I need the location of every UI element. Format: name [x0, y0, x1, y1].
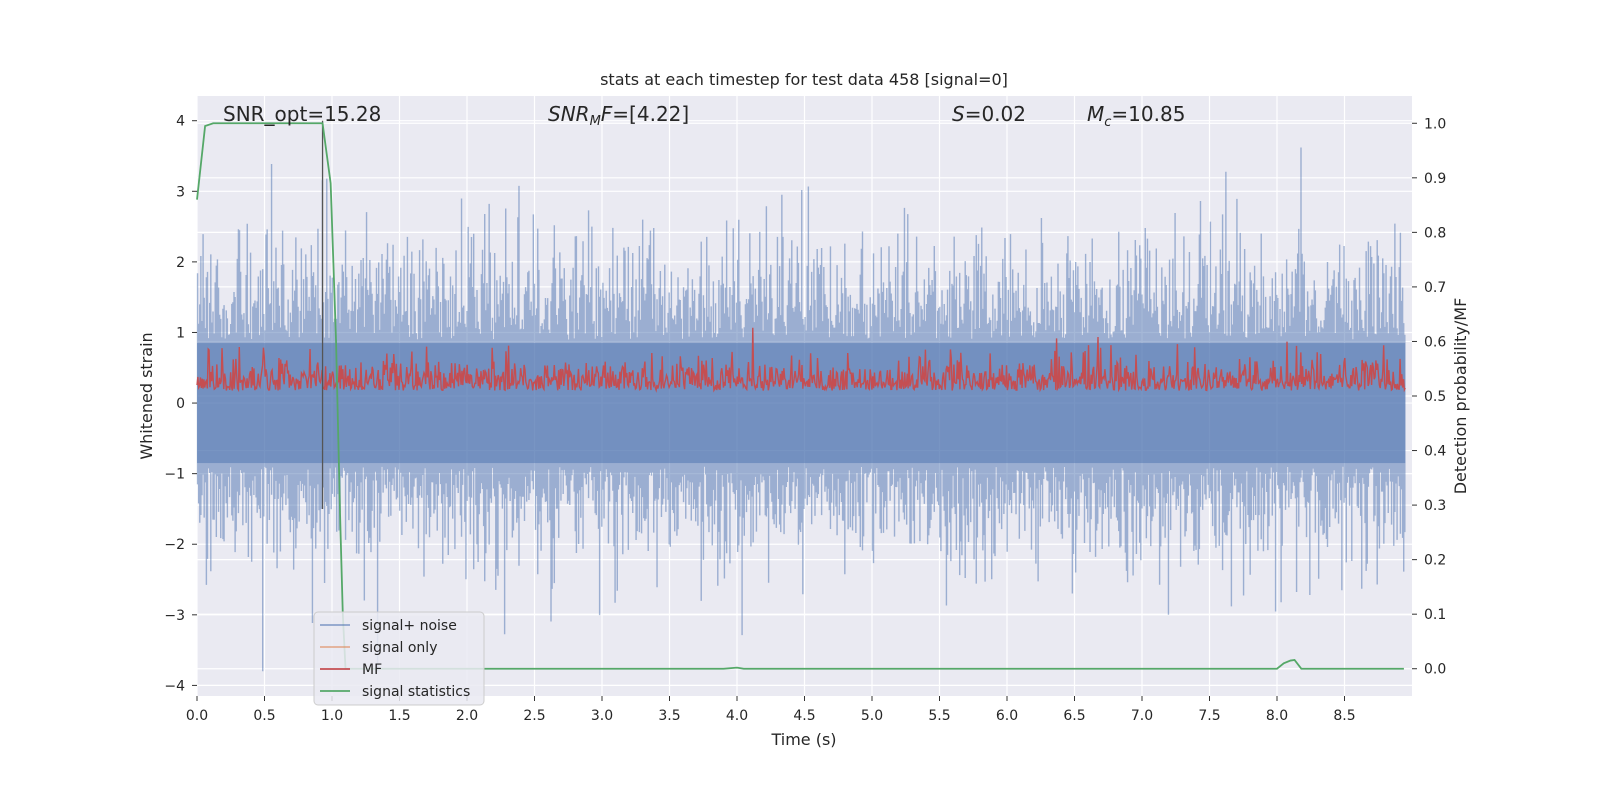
- annotation-mc: Mc=10.85: [1087, 102, 1185, 130]
- x-tick-label: 8.5: [1333, 708, 1355, 724]
- legend-label-mf: MF: [362, 662, 382, 678]
- y-left-tick-label: 4: [176, 114, 185, 130]
- y-axis-right-label: Detection probability/MF: [1451, 298, 1470, 495]
- y-right-tick-label: 0.7: [1424, 280, 1446, 296]
- y-left-tick-label: 0: [176, 396, 185, 412]
- x-tick-label: 0.0: [186, 708, 208, 724]
- annotation-s: S=0.02: [952, 102, 1026, 126]
- annotation-s-value: =0.02: [965, 102, 1026, 126]
- y-left-tick-label: 1: [176, 325, 185, 341]
- y-right-tick-label: 0.8: [1424, 225, 1446, 241]
- y-left-tick-label: 3: [176, 184, 185, 200]
- annotation-snr-opt: SNR_opt=15.28: [223, 102, 381, 126]
- y-right-tick-label: 0.5: [1424, 389, 1446, 405]
- legend-label-signal-noise: signal+ noise: [362, 618, 457, 634]
- legend-label-signal-only: signal only: [362, 640, 437, 656]
- x-tick-label: 4.5: [793, 708, 815, 724]
- y-axis-right: 0.0 0.1 0.2 0.3 0.4 0.5 0.6 0.7 0.8 0.9 1.0: [1412, 116, 1446, 678]
- x-axis: 0.0 0.5 1.0 1.5 2.0 2.5 3.0 3.5 4.0 4.5 5.0 5.5 6.0 6…: [186, 696, 1356, 724]
- legend: signal+ noise signal only MF signal stat…: [313, 611, 485, 706]
- series-mf: [196, 327, 1406, 393]
- annotation-snr-mf: SNRMF=[4.22]: [548, 102, 689, 129]
- y-left-tick-label: 2: [176, 255, 185, 271]
- y-right-tick-label: 0.1: [1424, 607, 1446, 623]
- annotation-snr-mf-value: =[4.22]: [612, 102, 689, 126]
- y-right-tick-label: 0.4: [1424, 444, 1446, 460]
- x-axis-label: Time (s): [770, 730, 836, 749]
- x-tick-label: 2.0: [456, 708, 478, 724]
- y-right-tick-label: 0.6: [1424, 334, 1446, 350]
- x-tick-label: 3.0: [591, 708, 613, 724]
- y-left-tick-label: −3: [164, 608, 185, 624]
- y-left-tick-label: −1: [164, 467, 185, 483]
- y-left-tick-label: −2: [164, 537, 185, 553]
- x-tick-label: 2.5: [523, 708, 545, 724]
- x-tick-label: 1.0: [321, 708, 343, 724]
- x-tick-label: 3.5: [658, 708, 680, 724]
- y-right-tick-label: 0.0: [1424, 662, 1446, 678]
- y-right-tick-label: 0.9: [1424, 171, 1446, 187]
- legend-label-signal-statistics: signal statistics: [362, 684, 470, 700]
- x-tick-label: 5.0: [861, 708, 883, 724]
- series-signal-noise: [196, 147, 1406, 672]
- chart-title: stats at each timestep for test data 458…: [600, 70, 1008, 89]
- y-right-tick-label: 1.0: [1424, 116, 1446, 132]
- x-tick-label: 1.5: [388, 708, 410, 724]
- y-axis-left: −4 −3 −2 −1 0 1 2 3 4: [164, 114, 197, 694]
- y-right-tick-label: 0.3: [1424, 498, 1446, 514]
- x-tick-label: 4.0: [726, 708, 748, 724]
- x-tick-label: 0.5: [253, 708, 275, 724]
- x-tick-label: 7.0: [1131, 708, 1153, 724]
- series-signal-statistics: [196, 122, 1404, 670]
- x-tick-label: 6.0: [996, 708, 1018, 724]
- legend-box: [313, 611, 485, 706]
- x-tick-label: 5.5: [928, 708, 950, 724]
- y-right-tick-label: 0.2: [1424, 553, 1446, 569]
- mf-trace: [196, 327, 1406, 393]
- y-axis-left-label: Whitened strain: [137, 332, 156, 459]
- x-tick-label: 7.5: [1198, 708, 1220, 724]
- y-left-tick-label: −4: [164, 678, 185, 694]
- x-tick-label: 8.0: [1266, 708, 1288, 724]
- signal-noise-band: [197, 343, 1406, 464]
- x-tick-label: 6.5: [1063, 708, 1085, 724]
- annotation-mc-value: =10.85: [1111, 102, 1185, 126]
